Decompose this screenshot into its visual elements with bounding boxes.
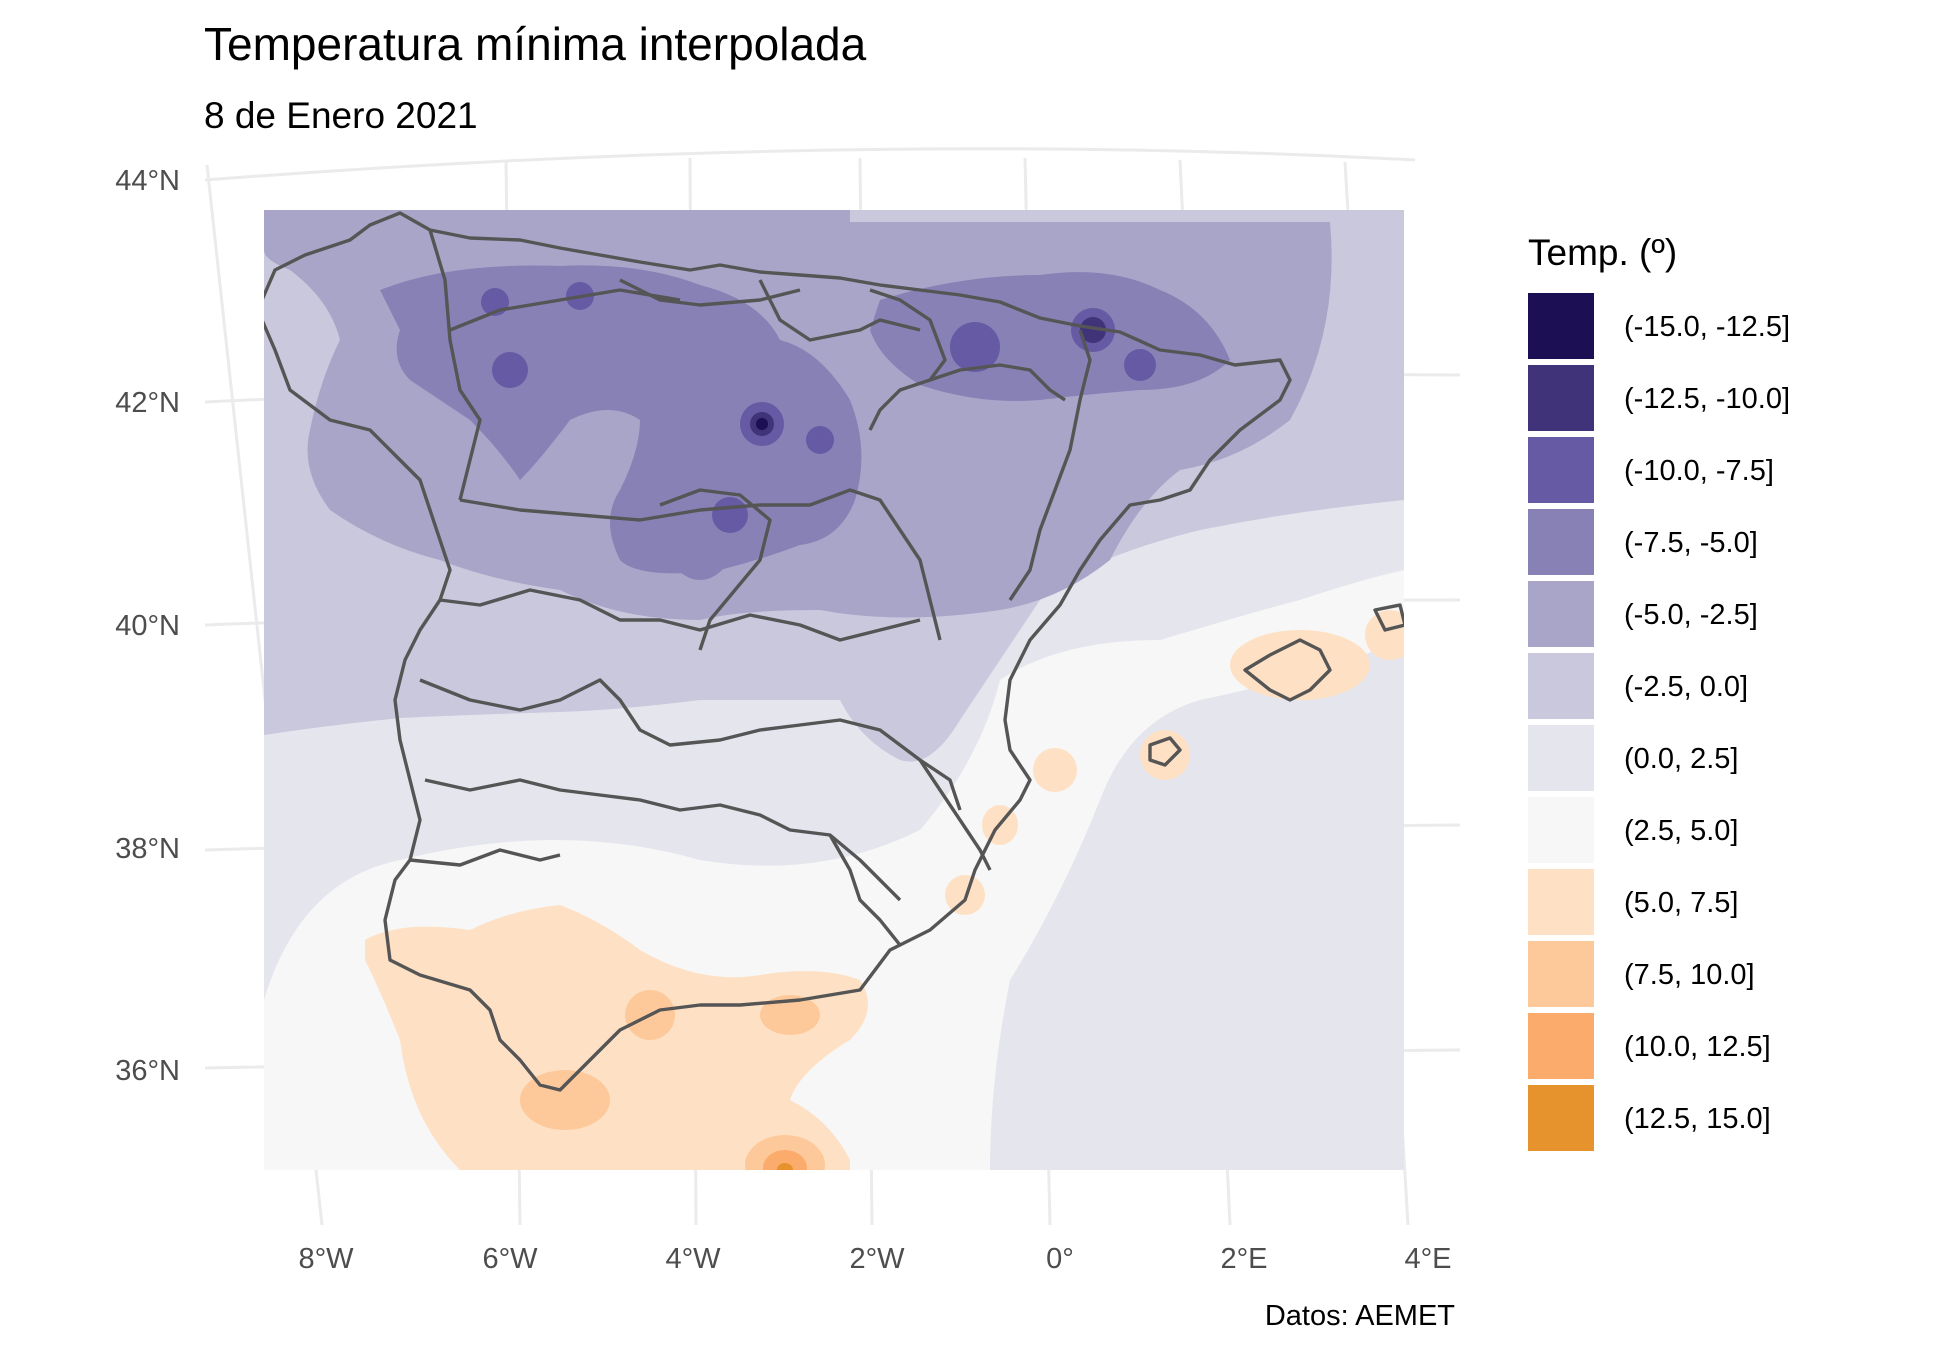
legend-label: (-15.0, -12.5] [1624, 311, 1790, 343]
iberia-coastline [264, 211, 1292, 1092]
legend-swatch [1528, 365, 1594, 431]
band-5-7_5-patch [1140, 730, 1190, 780]
region-borders [264, 211, 1404, 1092]
region-divider [459, 488, 942, 641]
legend-label: (-10.0, -7.5] [1624, 455, 1774, 487]
band-neg12_5-neg10-spot [1080, 317, 1106, 343]
legend-label: (-7.5, -5.0] [1624, 527, 1758, 559]
band-neg10-neg7_5-spot [492, 352, 528, 388]
map-subtitle: 8 de Enero 2021 [204, 95, 478, 136]
y-tick-label: 38°N [115, 833, 180, 865]
legend-swatch [1528, 1013, 1594, 1079]
legend-label: (12.5, 15.0] [1624, 1103, 1771, 1135]
legend-label: (-5.0, -2.5] [1624, 599, 1758, 631]
legend-swatch [1528, 437, 1594, 503]
y-tick-label: 36°N [115, 1055, 180, 1087]
ibiza [1148, 736, 1182, 767]
region-divider [449, 288, 681, 332]
region-divider [828, 834, 902, 947]
map-title: Temperatura mínima interpolada [204, 18, 867, 70]
band-neg10-neg7_5-spot [806, 426, 834, 454]
band-neg10-neg7_5-spot [1124, 349, 1156, 381]
legend-label: (5.0, 7.5] [1624, 887, 1738, 919]
band-5-7_5 [365, 905, 868, 1170]
legend-label: (2.5, 5.0] [1624, 815, 1738, 847]
region-divider [929, 363, 1066, 402]
x-axis: 8°W 6°W 4°W 2°W 0° 2°E 4°E [298, 1243, 1451, 1275]
legend-swatch [1528, 509, 1594, 575]
band-12_5-15-spot [777, 1163, 793, 1170]
x-tick-label: 8°W [298, 1243, 354, 1275]
legend-label: (-12.5, -10.0] [1624, 383, 1790, 415]
band-neg15-neg12_5-spot [756, 418, 768, 430]
region-divider [758, 279, 921, 342]
legend-swatch [1528, 293, 1594, 359]
legend-swatch [1528, 653, 1594, 719]
region-divider [409, 848, 561, 867]
y-tick-label: 40°N [115, 610, 180, 642]
band-neg7_5-neg5-patch [725, 460, 845, 540]
region-divider [868, 288, 947, 431]
band-5-7_5-patch [1230, 630, 1370, 700]
legend-label: (7.5, 10.0] [1624, 959, 1755, 991]
legend-swatch [1528, 869, 1594, 935]
legend-title: Temp. (º) [1528, 232, 1677, 273]
x-tick-label: 4°W [665, 1243, 721, 1275]
x-tick-label: 2°E [1220, 1243, 1267, 1275]
x-tick-label: 4°E [1404, 1243, 1451, 1275]
x-tick-label: 6°W [482, 1243, 538, 1275]
region-divider [918, 759, 992, 871]
temperature-field [264, 210, 1404, 1170]
region-divider [659, 488, 772, 651]
legend-swatch [1528, 581, 1594, 647]
map-caption: Datos: AEMET [1265, 1300, 1455, 1332]
region-divider [1008, 329, 1092, 601]
band-5-7_5-patch [1365, 610, 1404, 660]
legend-swatch [1528, 941, 1594, 1007]
legend-swatch [1528, 797, 1594, 863]
legend-label: (-2.5, 0.0] [1624, 671, 1748, 703]
y-tick-label: 42°N [115, 387, 180, 419]
y-axis: 44°N 42°N 40°N 38°N 36°N [115, 165, 180, 1087]
region-divider [619, 278, 801, 307]
region-divider [439, 588, 921, 642]
mallorca [1243, 638, 1332, 702]
legend: Temp. (º) (-15.0, -12.5] (-12.5, -10.0] (-… [1528, 232, 1790, 1151]
band-7_5-10-spot [760, 995, 820, 1035]
legend-swatch [1528, 725, 1594, 791]
x-tick-label: 2°W [849, 1243, 905, 1275]
band-neg10-neg7_5-spot [950, 322, 1000, 372]
menorca [1373, 603, 1404, 632]
region-divider [419, 678, 962, 811]
x-tick-label: 0° [1046, 1243, 1074, 1275]
band-neg7_5-neg5-patch [660, 460, 740, 580]
legend-label: (10.0, 12.5] [1624, 1031, 1771, 1063]
region-divider [428, 229, 482, 501]
band-10-12_5-spot [763, 1150, 807, 1170]
band-5-7_5-patch [1033, 748, 1077, 792]
band-neg10-neg7_5-spot [712, 497, 748, 533]
legend-label: (0.0, 2.5] [1624, 743, 1738, 775]
region-divider [424, 778, 902, 902]
legend-swatch [1528, 1085, 1594, 1151]
y-tick-label: 44°N [115, 165, 180, 197]
